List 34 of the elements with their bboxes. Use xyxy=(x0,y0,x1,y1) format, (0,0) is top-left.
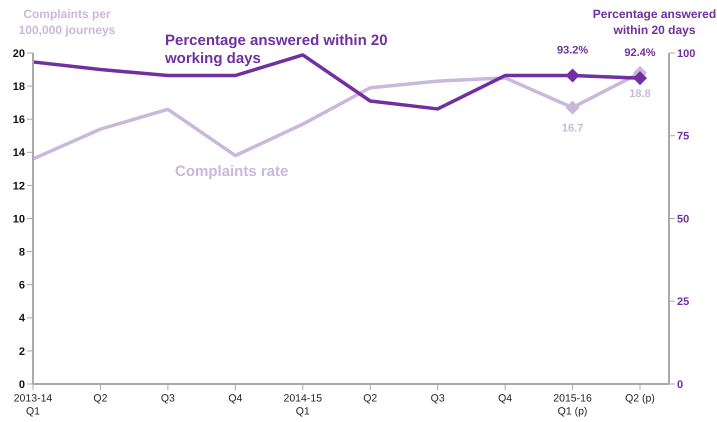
x-tick-label: 2015-16 Q1 (p) xyxy=(553,392,592,418)
x-tick-label: Q4 xyxy=(498,392,512,404)
data-label: 92.4% xyxy=(624,47,656,60)
x-tick-label: Q3 xyxy=(430,392,445,404)
x-tick-label: Q3 xyxy=(160,392,176,404)
x-tick-label: 2013-14 Q1 xyxy=(14,392,52,418)
y2-tick-label: 0 xyxy=(677,378,684,391)
y2-tick-label: 50 xyxy=(677,213,690,226)
y-tick-label: 16 xyxy=(12,114,25,126)
y-tick-label: 8 xyxy=(18,246,25,259)
y-tick-label: 20 xyxy=(12,48,25,60)
x-tick-label: Q4 xyxy=(228,392,242,404)
y2-tick-label: 100 xyxy=(677,48,696,60)
y-tick-label: 12 xyxy=(12,180,25,192)
y2-tick-label: 25 xyxy=(677,296,690,308)
y2-tick-label: 75 xyxy=(677,130,690,143)
series-label: Percentage answered within 20 working days xyxy=(165,32,389,68)
x-tick-label: Q2 (p) xyxy=(625,392,655,404)
data-label: 16.7 xyxy=(562,122,584,135)
y-tick-label: 10 xyxy=(12,213,25,226)
y-tick-label: 18 xyxy=(12,81,25,94)
data-label: 18.8 xyxy=(629,88,651,100)
data-label: 93.2% xyxy=(556,44,588,57)
y-tick-label: 2 xyxy=(18,346,25,358)
y-tick-label: 4 xyxy=(18,312,26,325)
y-tick-label: 0 xyxy=(18,378,25,391)
x-tick-label: Q2 xyxy=(93,392,108,404)
x-tick-label: 2014-15 Q1 xyxy=(284,392,322,418)
y-tick-label: 6 xyxy=(18,280,25,292)
x-tick-label: Q2 xyxy=(363,392,378,404)
y-tick-label: 14 xyxy=(12,147,26,160)
y-axis-title: Complaints per 100,000 journeys xyxy=(18,6,116,38)
series-label: Complaints rate xyxy=(175,163,290,181)
y2-axis-title: Percentage answered within 20 days xyxy=(592,6,717,38)
